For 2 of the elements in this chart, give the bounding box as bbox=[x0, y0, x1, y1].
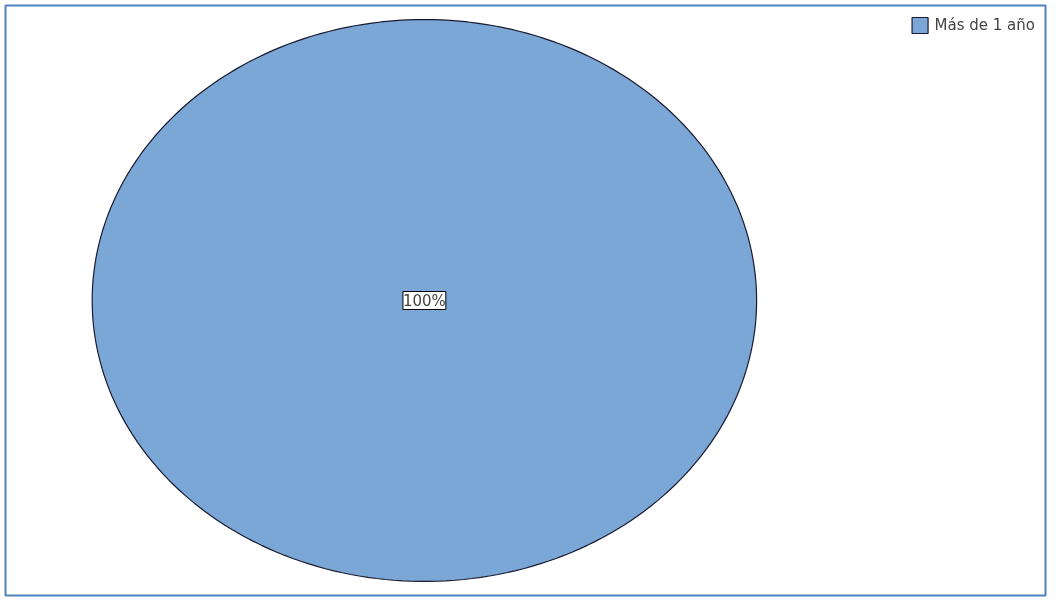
legend-label: Más de 1 año bbox=[934, 16, 1035, 34]
data-label: 100% bbox=[402, 291, 446, 310]
